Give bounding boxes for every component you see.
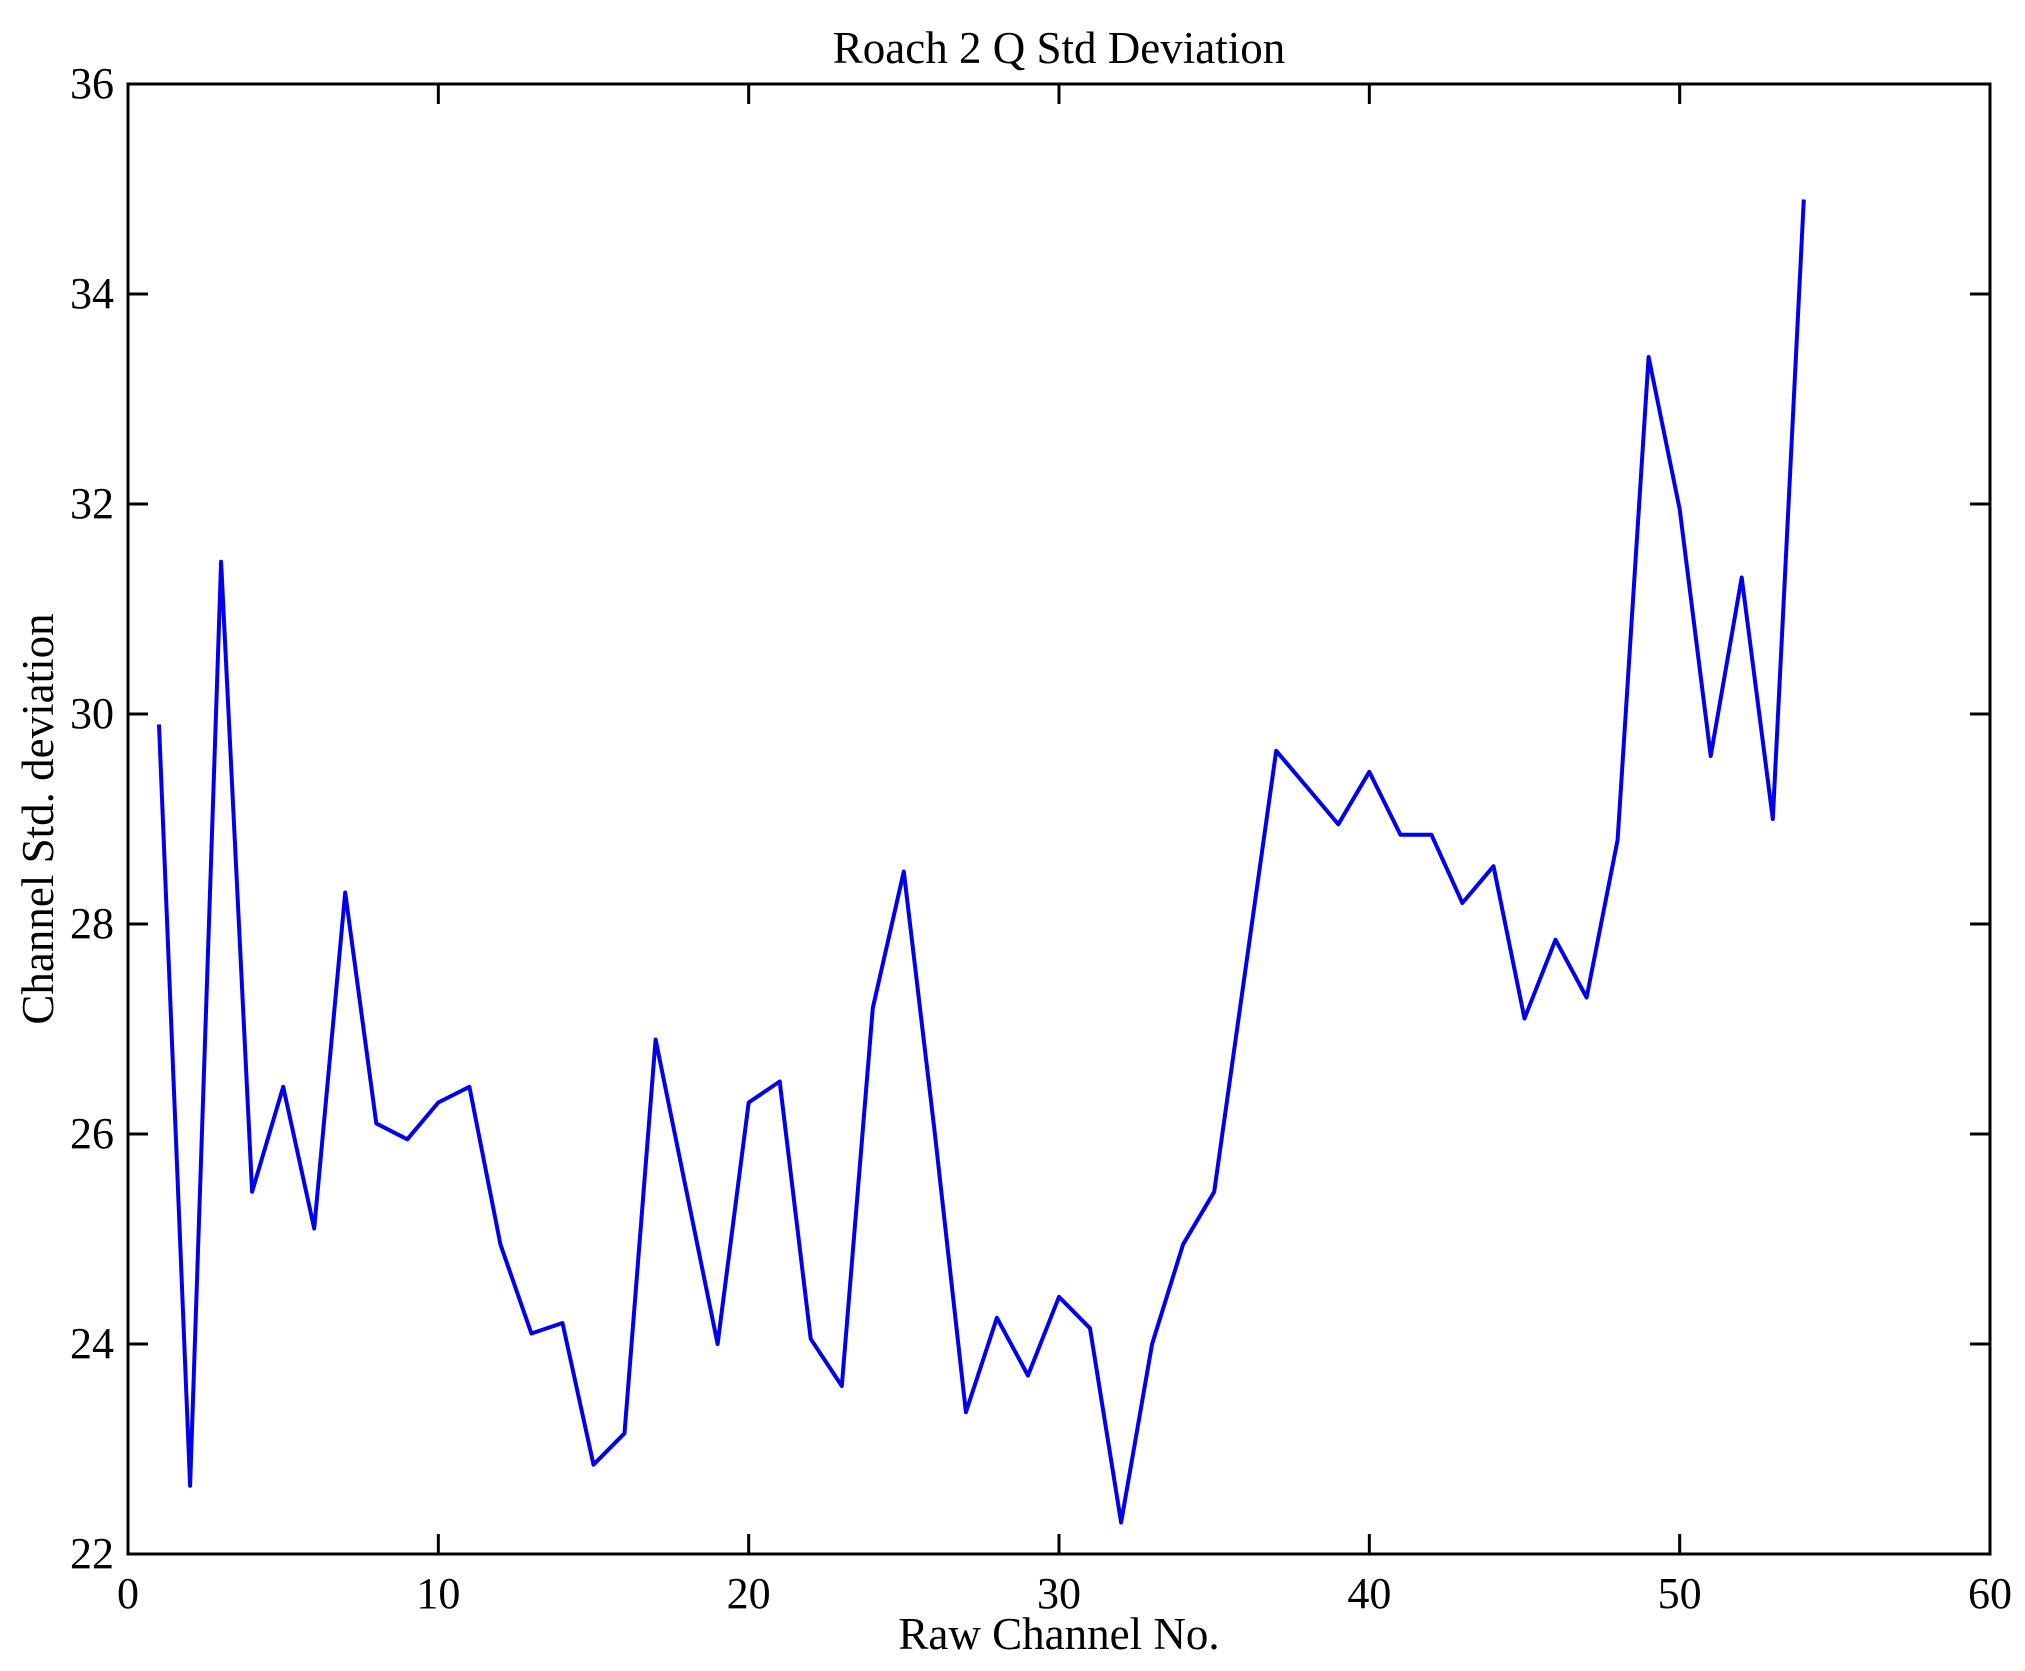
data-line-series [157,199,1806,1525]
x-tick-label: 60 [1968,1569,2012,1618]
x-axis-label: Raw Channel No. [898,1609,1220,1659]
x-tick-label: 30 [1037,1569,1081,1618]
y-tick-label: 32 [70,479,114,528]
x-tick-label: 0 [117,1569,139,1618]
y-tick-label: 24 [70,1319,114,1368]
y-tick-label: 26 [70,1109,114,1158]
x-tick-label: 50 [1657,1569,1702,1618]
y-tick-label: 30 [70,689,114,738]
y-tick-label: 28 [70,899,114,948]
x-tick-label: 40 [1347,1569,1392,1618]
y-tick-label: 22 [70,1529,114,1578]
y-tick-label: 34 [70,269,114,318]
chart-title: Roach 2 Q Std Deviation [832,23,1286,73]
plot-box [126,82,1992,1556]
x-tick-label: 10 [416,1569,461,1618]
tick-marks [128,84,1990,1554]
y-axis-label: Channel Std. deviation [13,613,63,1025]
y-tick-label: 36 [70,59,114,108]
x-tick-label: 20 [726,1569,771,1618]
